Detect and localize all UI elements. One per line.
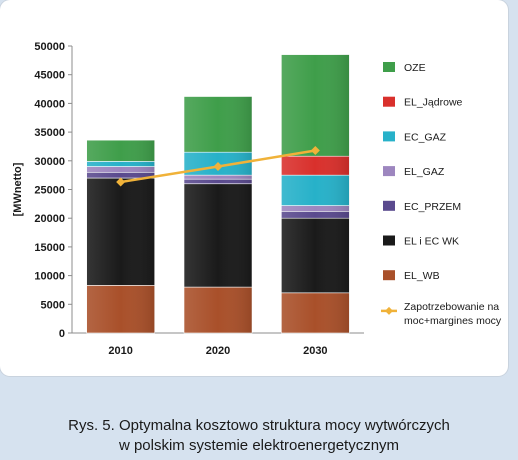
y-tick-label: 40000	[34, 98, 65, 110]
y-tick-label: 35000	[34, 127, 65, 139]
legend-label: EL_Jądrowe	[404, 97, 463, 109]
bar-segment-shading	[184, 179, 252, 184]
legend-label: EC_GAZ	[404, 131, 447, 143]
legend-swatch	[383, 131, 395, 142]
legend-swatch	[383, 200, 395, 211]
y-tick-label: 5000	[41, 299, 65, 311]
legend-label: Zapotrzebowanie na	[404, 301, 499, 313]
legend-label: OZE	[404, 62, 426, 74]
legend-swatch	[383, 270, 395, 281]
x-tick-label: 2010	[108, 345, 132, 357]
legend-swatch	[383, 235, 395, 246]
stacked-bar-chart: 0 5000 10000 15000 20000 25000 30000 35000 40000…	[12, 41, 502, 357]
bar-segment-shading	[281, 218, 350, 293]
y-tick-label: 15000	[34, 242, 65, 254]
y-tick-label: 25000	[34, 185, 65, 197]
y-tick-label: 50000	[34, 41, 65, 53]
legend-swatch	[383, 166, 395, 177]
bar-segment-shading	[281, 175, 350, 206]
y-axis-label: [MWnetto]	[12, 162, 24, 216]
legend-swatch	[383, 96, 395, 107]
legend-label: EL_GAZ	[404, 166, 445, 178]
y-tick-label: 0	[59, 328, 65, 340]
legend-swatch	[383, 62, 395, 72]
bar-segment-shading	[281, 205, 350, 212]
bar-segment-shading	[86, 161, 155, 167]
y-tick-label: 45000	[34, 70, 65, 82]
bar-segment-shading	[281, 156, 350, 176]
bar-segment-shading	[281, 292, 350, 333]
bar-segment-shading	[86, 285, 155, 333]
bar-segment-shading	[86, 172, 155, 179]
demand-point	[116, 177, 126, 187]
bar-segment-shading	[86, 140, 155, 162]
bar-segment-shading	[184, 287, 252, 333]
caption-line-1: Rys. 5. Optymalna kosztowo struktura moc…	[68, 417, 450, 434]
legend-label: moc+margines mocy	[404, 315, 502, 327]
demand-point	[310, 145, 320, 155]
y-tick-label: 30000	[34, 156, 65, 168]
bar-segment-shading	[184, 175, 252, 180]
caption-line-2: w polskim systemie elektroenergetycznym	[118, 437, 400, 454]
bar-segment-shading	[184, 96, 252, 153]
chart-card: 0 5000 10000 15000 20000 25000 30000 35000 40000…	[0, 0, 508, 376]
bar-segment-shading	[86, 166, 155, 173]
bar-segment-shading	[184, 183, 252, 288]
x-tick-label: 2020	[206, 345, 230, 357]
legend-label: EC_PRZEM	[404, 201, 461, 213]
demand-point	[213, 162, 223, 172]
legend-label: EL_WB	[404, 270, 440, 282]
y-tick-label: 10000	[34, 271, 65, 283]
bar-segment-shading	[281, 211, 350, 219]
x-tick-label: 2030	[303, 345, 327, 357]
legend-label: EL i EC WK	[404, 236, 459, 248]
legend-line-marker	[385, 306, 393, 315]
y-tick-label: 20000	[34, 213, 65, 225]
bar-segment-shading	[281, 54, 350, 157]
bar-segment-shading	[86, 178, 155, 286]
